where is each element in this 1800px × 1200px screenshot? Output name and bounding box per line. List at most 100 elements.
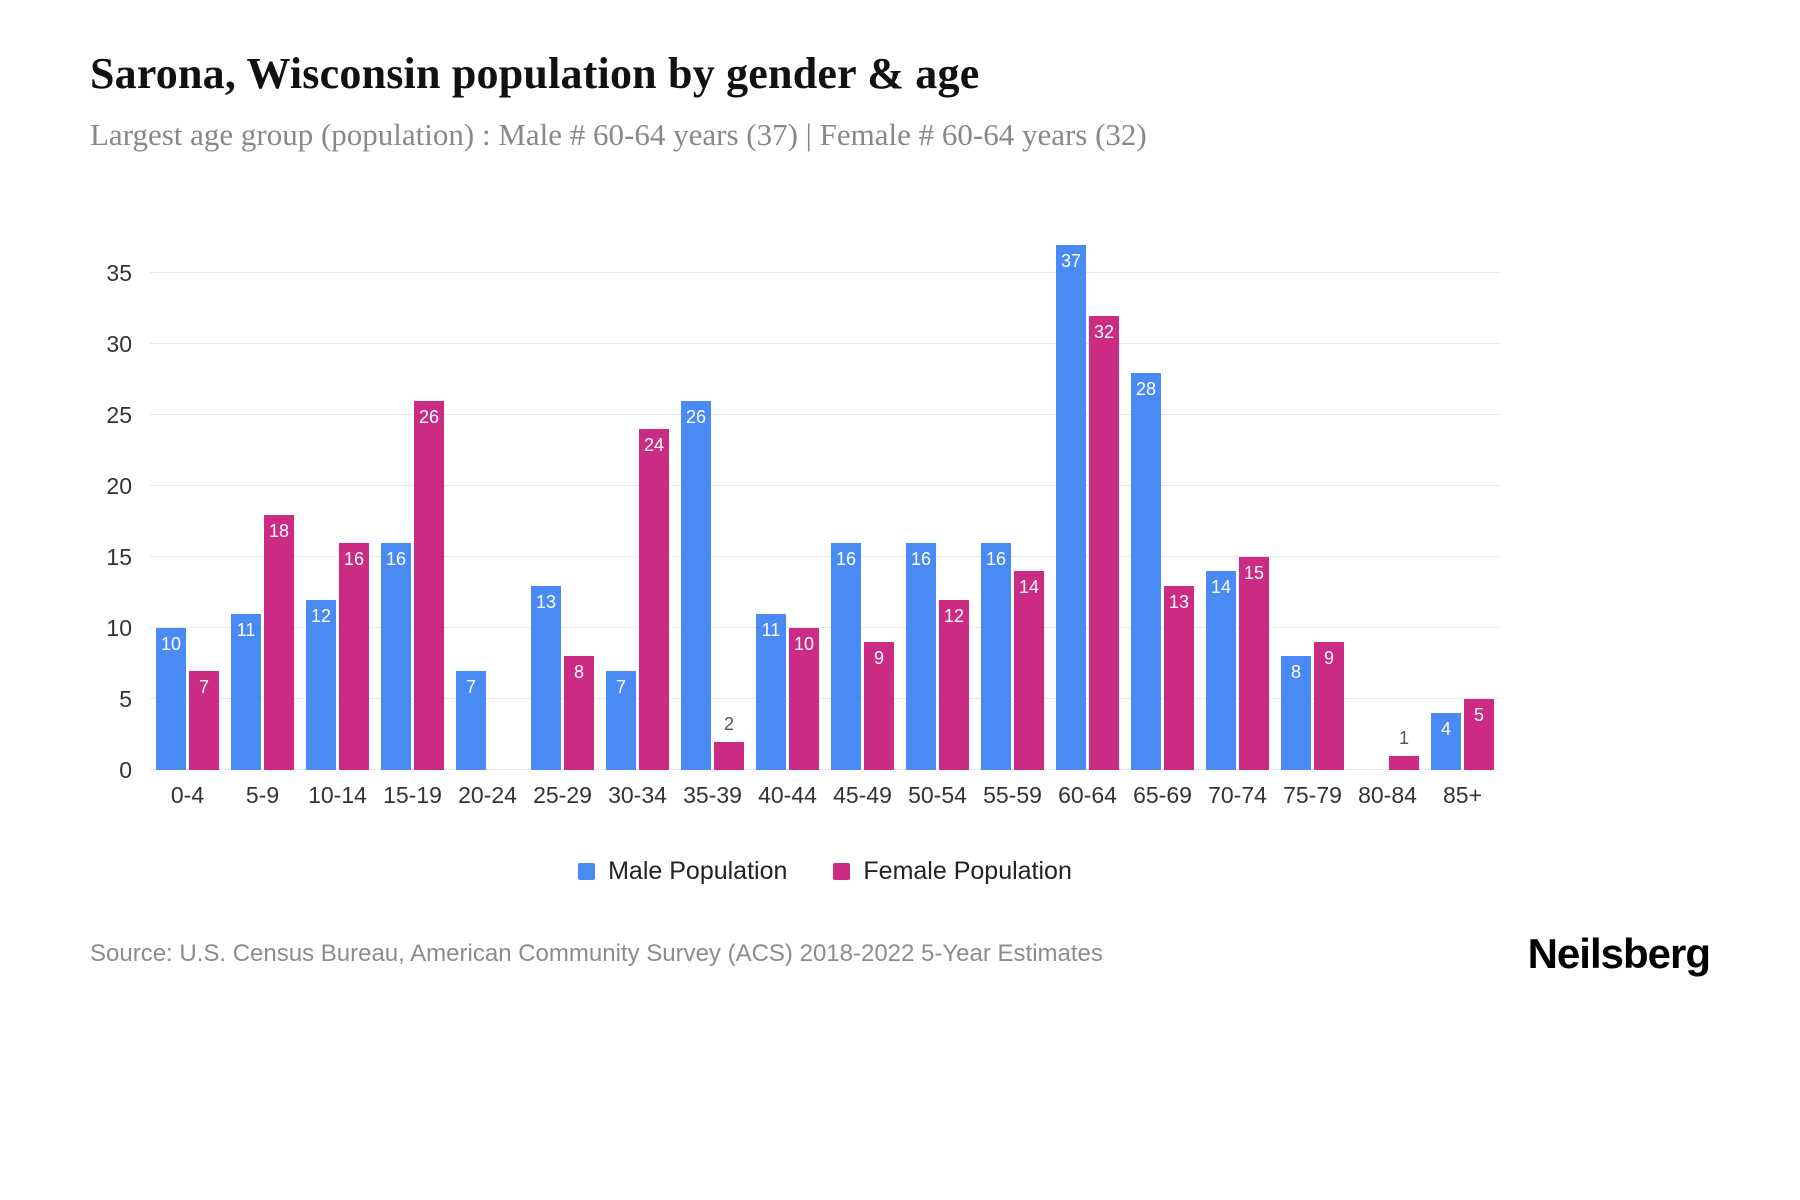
- bar-group-30-34: 7 24: [600, 245, 675, 770]
- gridline: [150, 343, 1500, 345]
- bar-female-70-74: 15: [1239, 557, 1269, 770]
- y-axis-tick-label: 35: [106, 260, 132, 287]
- bar-value-label: 32: [1093, 322, 1115, 342]
- bar-value-label: 16: [985, 549, 1007, 569]
- bar-value-label: 9: [1323, 648, 1334, 668]
- bar-value-label: 37: [1060, 251, 1082, 271]
- bar-male-50-54: 16: [906, 543, 936, 770]
- bar-value-label: 10: [793, 634, 815, 654]
- bar-value-label: 26: [685, 407, 707, 427]
- bar-male-10-14: 12: [306, 600, 336, 770]
- bar-group-40-44: 11 10: [750, 245, 825, 770]
- gridline: [150, 272, 1500, 274]
- female-series-swatch: [833, 863, 851, 880]
- bar-groups: 10 7 11 18 12 16 16 26 7 13 8 7 24 26 2 11 10 16 9 16 12 16 14…: [150, 245, 1500, 770]
- x-axis-label-30-34: 30-34: [608, 782, 667, 808]
- bar-value-label: 7: [615, 677, 626, 697]
- bar-group-45-49: 16 9: [825, 245, 900, 770]
- bar-value-label: 8: [573, 662, 584, 682]
- x-axis-label-5-9: 5-9: [245, 782, 280, 808]
- bar-male-45-49: 16: [831, 543, 861, 770]
- bar-male-85+: 4: [1431, 713, 1461, 770]
- x-axis-label-55-59: 55-59: [983, 782, 1042, 808]
- x-axis-label-40-44: 40-44: [758, 782, 817, 808]
- bar-value-label: 14: [1018, 577, 1040, 597]
- bar-value-label: 7: [465, 677, 476, 697]
- legend: Male Population Female Population: [150, 857, 1500, 886]
- bar-female-15-19: 26: [414, 401, 444, 770]
- bar-value-label: 12: [943, 606, 965, 626]
- x-axis-labels: 0-4 5-9 10-14 15-19 20-24 25-29 30-34 35-39 40-4…: [150, 782, 1500, 809]
- bar-female-45-49: 9: [864, 642, 894, 770]
- bar-female-80-84: 1: [1389, 728, 1419, 770]
- bar-female-25-29: 8: [564, 656, 594, 770]
- bar-value-label: 26: [418, 407, 440, 427]
- bar-male-75-79: 8: [1281, 656, 1311, 770]
- bar-value-label: 16: [343, 549, 365, 569]
- bar-group-35-39: 26 2: [675, 245, 750, 770]
- bar-value-label: 5: [1473, 705, 1484, 725]
- legend-label-female: Female Population: [863, 857, 1072, 885]
- bar-value-label: 15: [1243, 563, 1265, 583]
- bar-female-10-14: 16: [339, 543, 369, 770]
- x-axis-label-10-14: 10-14: [308, 782, 367, 808]
- brand-logo: Neilsberg: [1527, 930, 1711, 977]
- x-axis-label-65-69: 65-69: [1133, 782, 1192, 808]
- bar-male-60-64: 37: [1056, 245, 1086, 770]
- gridline: [150, 485, 1500, 487]
- x-axis-label-35-39: 35-39: [683, 782, 742, 808]
- bar-value-label: 16: [910, 549, 932, 569]
- x-axis-label-25-29: 25-29: [533, 782, 592, 808]
- x-axis-label-20-24: 20-24: [458, 782, 517, 808]
- bar-female-60-64: 32: [1089, 316, 1119, 770]
- chart-title: Sarona, Wisconsin population by gender &…: [90, 49, 980, 98]
- x-axis-label-75-79: 75-79: [1283, 782, 1342, 808]
- legend-item-male: Male Population: [578, 857, 787, 886]
- bar-group-25-29: 13 8: [525, 245, 600, 770]
- bar-group-50-54: 16 12: [900, 245, 975, 770]
- bar-value-label: 13: [535, 592, 557, 612]
- bar-value-label: 2: [723, 714, 734, 734]
- bar-value-label: 13: [1168, 592, 1190, 612]
- y-axis-tick-label: 15: [106, 544, 132, 571]
- legend-item-female: Female Population: [833, 857, 1072, 886]
- bar-male-25-29: 13: [531, 586, 561, 770]
- gridline: [150, 627, 1500, 629]
- plot-area: 0 5 10 15 20 25 30 35 10 7 11 18 12 16 16 26 7 13 8 7 24 26 2 1…: [106, 245, 1500, 783]
- x-axis-label-45-49: 45-49: [833, 782, 892, 808]
- bar-male-40-44: 11: [756, 614, 786, 770]
- legend-label-male: Male Population: [608, 857, 788, 885]
- x-axis-label-0-4: 0-4: [170, 782, 205, 808]
- bar-female-35-39: 2: [714, 714, 744, 770]
- bar-group-10-14: 12 16: [300, 245, 375, 770]
- bar-value-label: 4: [1440, 719, 1451, 739]
- y-axis-tick-label: 30: [106, 331, 132, 358]
- x-axis-label-60-64: 60-64: [1058, 782, 1117, 808]
- bar-value-label: 14: [1210, 577, 1232, 597]
- y-axis-tick-label: 0: [119, 757, 132, 783]
- bar-value-label: 9: [873, 648, 884, 668]
- bar-group-15-19: 16 26: [375, 245, 450, 770]
- x-axis-label-70-74: 70-74: [1208, 782, 1267, 808]
- x-axis-label-50-54: 50-54: [908, 782, 967, 808]
- bar-male-30-34: 7: [606, 671, 636, 770]
- bar-female-85+: 5: [1464, 699, 1494, 770]
- bar-group-5-9: 11 18: [225, 245, 300, 770]
- y-axis-tick-label: 25: [106, 402, 132, 429]
- bar-male-55-59: 16: [981, 543, 1011, 770]
- footer: Source: U.S. Census Bureau, American Com…: [90, 930, 1711, 978]
- x-axis-label-85+: 85+: [1442, 782, 1482, 808]
- bar-female-30-34: 24: [639, 429, 669, 770]
- bar-value-label: 10: [160, 634, 182, 654]
- gridline: [150, 698, 1500, 700]
- gridline: [150, 556, 1500, 558]
- bar-value-label: 1: [1398, 728, 1409, 748]
- y-axis-tick-label: 10: [106, 615, 132, 642]
- gridline: [150, 414, 1500, 416]
- x-axis-label-80-84: 80-84: [1358, 782, 1417, 808]
- gridline: [150, 769, 1500, 770]
- bar-value-label: 11: [236, 620, 256, 640]
